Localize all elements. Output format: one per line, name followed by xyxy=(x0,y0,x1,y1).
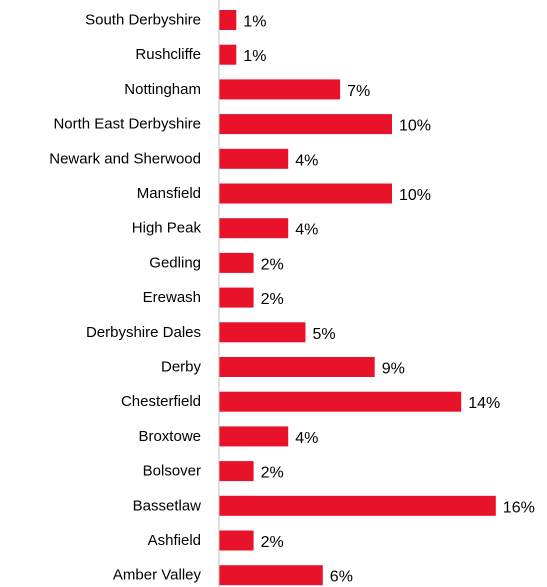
category-label: Derby xyxy=(161,359,202,376)
value-label: 1% xyxy=(243,14,266,31)
bar xyxy=(219,530,254,551)
category-label: Gedling xyxy=(149,254,201,271)
category-label: Amber Valley xyxy=(113,567,202,584)
value-label: 6% xyxy=(330,569,353,586)
value-label: 16% xyxy=(503,499,535,516)
bar xyxy=(219,44,237,65)
value-label: 4% xyxy=(295,222,318,239)
category-label: Nottingham xyxy=(124,81,201,98)
value-label: 10% xyxy=(399,187,431,204)
bar xyxy=(219,357,375,377)
value-label: 9% xyxy=(382,361,405,378)
bar xyxy=(219,79,341,100)
category-label: Ashfield xyxy=(148,532,201,549)
category-label: Bolsover xyxy=(143,463,201,480)
bar xyxy=(219,148,289,169)
category-label: Chesterfield xyxy=(121,393,201,410)
value-labels-group: 1% 1% 7% 10% 4% 10% 4% 2% 2% 5% 9% 14% 4% 2% 16% 2% 6% xyxy=(243,14,535,586)
bars-group xyxy=(219,10,496,586)
bar xyxy=(219,10,237,30)
value-label: 4% xyxy=(295,430,318,447)
value-label: 2% xyxy=(261,465,284,482)
bar xyxy=(219,218,289,239)
bar xyxy=(219,426,289,447)
bar xyxy=(219,252,254,273)
category-label: Derbyshire Dales xyxy=(86,324,201,341)
value-label: 2% xyxy=(261,534,284,551)
value-label: 10% xyxy=(399,118,431,135)
value-label: 2% xyxy=(261,291,284,308)
bar xyxy=(219,565,323,586)
value-label: 7% xyxy=(347,83,370,100)
category-label: North East Derbyshire xyxy=(53,116,201,133)
value-label: 1% xyxy=(243,48,266,65)
category-label: Erewash xyxy=(143,289,201,306)
bar xyxy=(219,495,496,516)
bar xyxy=(219,114,392,135)
bar xyxy=(219,461,254,482)
value-label: 14% xyxy=(468,395,500,412)
category-label: Mansfield xyxy=(137,185,201,202)
value-label: 2% xyxy=(261,256,284,273)
category-label: High Peak xyxy=(132,220,202,237)
bar xyxy=(219,183,392,204)
bar xyxy=(219,322,306,343)
category-labels-group: South Derbyshire Rushcliffe Nottingham Nort… xyxy=(49,12,201,584)
value-label: 5% xyxy=(313,326,336,343)
category-label: Broxtowe xyxy=(138,428,201,445)
bar xyxy=(219,287,254,308)
category-label: Newark and Sherwood xyxy=(49,150,201,167)
category-label: South Derbyshire xyxy=(85,12,201,29)
category-label: Rushcliffe xyxy=(135,46,201,63)
value-label: 4% xyxy=(295,152,318,169)
bar xyxy=(219,391,462,412)
category-label: Bassetlaw xyxy=(133,497,202,514)
